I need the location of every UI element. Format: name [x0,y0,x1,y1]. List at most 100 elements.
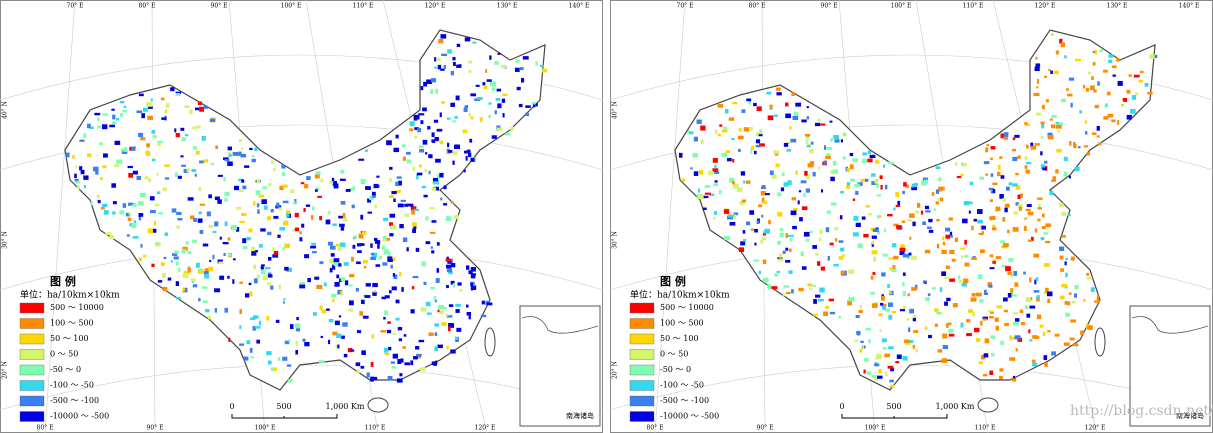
change-cell [1059,295,1065,300]
change-cell [302,338,306,342]
change-cell [422,139,428,145]
change-cell [777,240,781,245]
change-cell [482,82,486,86]
change-cell [1061,283,1068,288]
change-cell [266,351,272,356]
change-cell [254,147,258,152]
change-cell [372,376,378,381]
change-cell [275,319,280,323]
change-cell [1074,284,1079,290]
change-cell [164,164,170,168]
change-cell [174,172,179,178]
change-cell [704,192,711,195]
change-cell [869,154,876,159]
change-cell [240,153,247,158]
change-cell [425,152,428,155]
change-cell [437,344,443,349]
change-cell [879,329,882,333]
change-cell [304,342,310,347]
legend-label: -500 ～ -100 [50,396,99,405]
change-cell [999,193,1004,199]
change-cell [181,248,186,254]
legend-label: 500 ～ 10000 [660,303,714,312]
change-cell [951,258,956,262]
change-cell [830,138,833,142]
change-cell [356,261,361,265]
change-cell [436,268,440,273]
change-cell [445,258,451,262]
change-cell [879,302,884,306]
change-cell [1051,115,1057,119]
change-cell [364,149,368,152]
change-cell [387,258,393,262]
change-cell [380,330,386,333]
change-cell [871,240,875,245]
change-cell [732,183,739,189]
change-cell [204,273,210,279]
change-cell [133,220,137,224]
change-cell [1120,103,1125,107]
change-cell [136,175,142,180]
change-cell [289,324,294,330]
change-cell [425,301,431,307]
change-cell [174,250,180,254]
change-cell [162,272,166,278]
change-cell [963,201,970,206]
change-cell [278,207,282,211]
change-cell [964,239,967,245]
change-cell [1096,299,1101,304]
change-cell [954,237,958,243]
change-cell [295,349,299,355]
change-cell [127,165,133,169]
change-cell [386,237,390,241]
change-cell [921,180,927,186]
change-cell [1035,296,1040,302]
change-cell [222,241,229,245]
change-cell [273,167,276,172]
change-cell [353,235,357,239]
change-cell [172,253,178,256]
change-cell [687,130,690,135]
change-cell [209,259,212,263]
change-cell [1059,202,1064,208]
change-cell [1014,335,1021,340]
change-cell [908,327,911,332]
change-cell [704,185,711,188]
change-cell [185,241,189,245]
change-cell [849,152,854,157]
change-cell [101,124,108,130]
change-cell [326,308,330,311]
change-cell [1032,335,1038,339]
change-cell [800,180,807,184]
change-cell [1040,151,1043,156]
change-cell [817,298,824,302]
change-cell [334,320,340,326]
change-cell [249,317,256,320]
change-cell [868,213,873,216]
change-cell [355,288,359,292]
change-cell [1014,134,1020,138]
change-cell [1042,167,1047,171]
change-cell [782,293,786,297]
change-cell [127,217,132,221]
change-cell [738,247,745,253]
change-cell [809,148,814,154]
change-cell [743,127,750,132]
change-cell [926,226,932,229]
change-cell [690,167,693,170]
change-cell [746,180,751,184]
change-cell [416,172,423,176]
change-cell [978,232,983,236]
change-cell [375,264,381,267]
change-cell [422,107,427,112]
change-cell [268,182,272,187]
change-cell [1016,185,1021,190]
change-cell [446,264,452,269]
change-cell [413,356,418,360]
change-cell [396,176,402,179]
change-cell [228,253,232,257]
change-cell [1015,348,1018,352]
change-cell [975,338,981,342]
change-cell [437,174,440,179]
change-cell [950,235,953,238]
